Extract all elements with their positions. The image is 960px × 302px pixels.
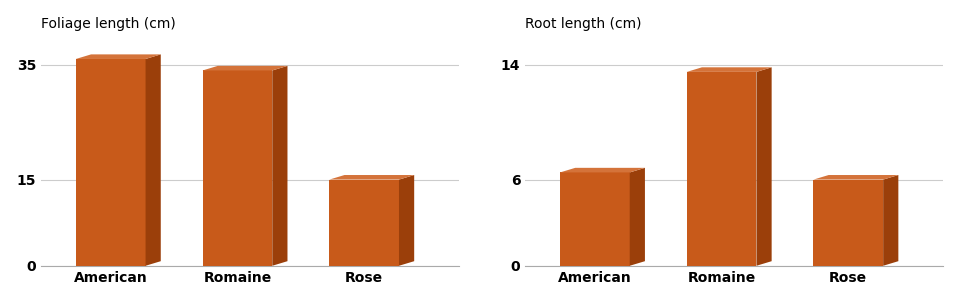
Polygon shape xyxy=(76,54,160,59)
Polygon shape xyxy=(329,175,414,180)
Polygon shape xyxy=(329,180,399,266)
Polygon shape xyxy=(560,168,645,172)
Polygon shape xyxy=(76,59,146,266)
Polygon shape xyxy=(756,67,772,266)
Polygon shape xyxy=(560,172,630,266)
Text: Foliage length (cm): Foliage length (cm) xyxy=(41,17,176,31)
Polygon shape xyxy=(686,67,772,72)
Polygon shape xyxy=(203,66,287,70)
Polygon shape xyxy=(273,66,287,266)
Polygon shape xyxy=(399,175,414,266)
Polygon shape xyxy=(883,175,899,266)
Polygon shape xyxy=(630,168,645,266)
Polygon shape xyxy=(813,180,883,266)
Polygon shape xyxy=(813,175,899,180)
Polygon shape xyxy=(146,54,160,266)
Text: Root length (cm): Root length (cm) xyxy=(525,17,641,31)
Polygon shape xyxy=(203,70,273,266)
Polygon shape xyxy=(686,72,756,266)
